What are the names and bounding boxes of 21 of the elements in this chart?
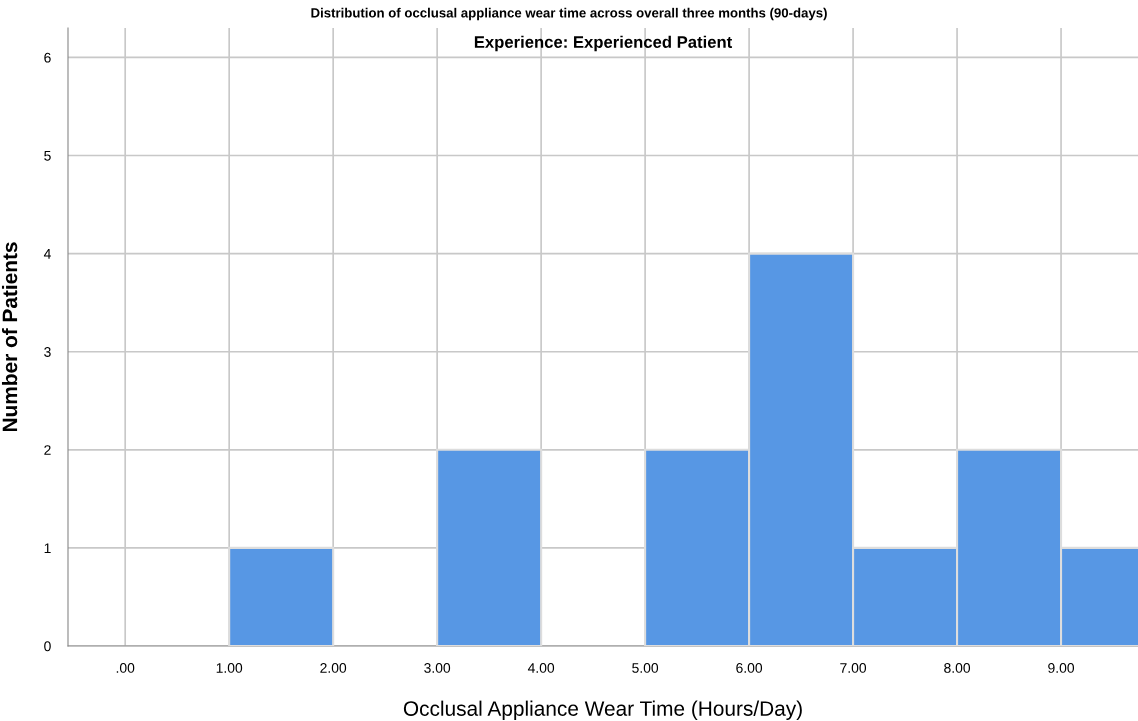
chart-title: Distribution of occlusal appliance wear time across overall three months (90-days) <box>311 7 827 21</box>
x-tick-label: 4.00 <box>527 663 555 673</box>
y-tick-label: 2 <box>44 445 51 455</box>
y-tick-label: 3 <box>44 347 51 357</box>
y-tick-label: 1 <box>44 543 51 553</box>
x-tick-label: 2.00 <box>320 663 347 673</box>
y-tick-label: 4 <box>43 249 51 259</box>
chart-subtitle: Experience: Experienced Patient <box>474 35 733 52</box>
x-tick-label: 3.00 <box>424 663 451 673</box>
x-tick-label: 7.00 <box>840 663 867 673</box>
x-tick-label: 9.00 <box>1048 663 1075 673</box>
x-tick-label: .00 <box>116 663 135 673</box>
x-tick-label: 5.00 <box>632 663 659 673</box>
y-axis-title: Number of Patients <box>1 242 18 432</box>
x-tick-label: 8.00 <box>944 663 971 673</box>
x-tick-label: 6.00 <box>736 663 763 673</box>
x-axis-title: Occlusal Appliance Wear Time (Hours/Day) <box>403 700 802 721</box>
x-tick-label: 1.00 <box>216 663 243 673</box>
y-tick-label: 5 <box>44 151 51 161</box>
y-tick-label: 6 <box>44 52 51 63</box>
y-tick-label: 0 <box>44 641 51 652</box>
